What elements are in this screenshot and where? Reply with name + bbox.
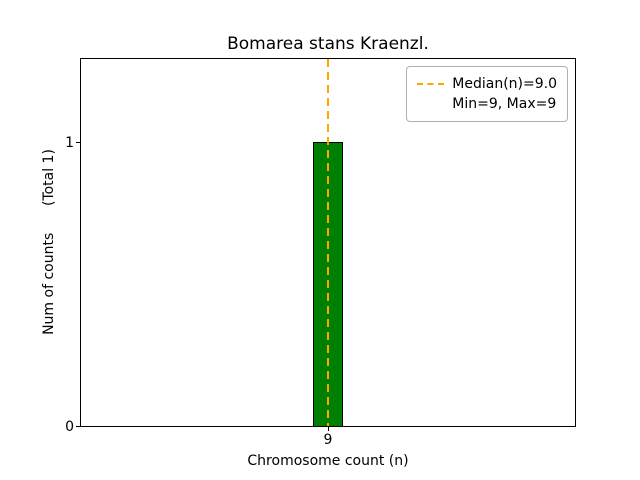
median-line [327, 59, 329, 426]
dashed-line-icon [417, 83, 445, 85]
x-axis-label: Chromosome count (n) [247, 453, 409, 469]
y-tick-mark-0 [76, 426, 80, 427]
x-tick-mark-9 [328, 427, 329, 431]
y-axis-label: Num of counts (Total 1) [41, 149, 57, 335]
legend: Median(n)=9.0 Min=9, Max=9 [406, 66, 568, 122]
legend-median-label: Median(n)=9.0 [452, 76, 557, 92]
plot-area: Median(n)=9.0 Min=9, Max=9 [80, 58, 576, 427]
y-tick-label-0: 0 [65, 419, 74, 435]
legend-sample-spacer [417, 103, 444, 105]
legend-entry-median: Median(n)=9.0 [417, 74, 557, 94]
chart-title: Bomarea stans Kraenzl. [227, 34, 429, 54]
y-tick-label-1: 1 [65, 135, 74, 151]
y-tick-mark-1 [76, 142, 80, 143]
legend-entry-minmax: Min=9, Max=9 [417, 94, 557, 114]
legend-minmax-label: Min=9, Max=9 [452, 96, 557, 112]
x-tick-label-9: 9 [323, 432, 333, 448]
